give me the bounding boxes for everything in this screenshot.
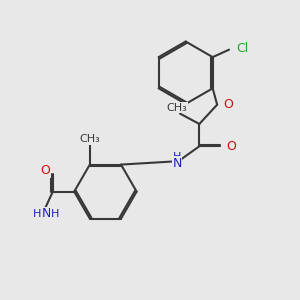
Text: O: O <box>224 98 234 111</box>
Text: CH₃: CH₃ <box>80 134 100 144</box>
Text: CH₃: CH₃ <box>167 103 188 112</box>
Text: H: H <box>33 209 41 219</box>
Text: Cl: Cl <box>236 42 249 55</box>
Text: O: O <box>40 164 50 177</box>
Text: N: N <box>42 207 51 220</box>
Text: H: H <box>173 152 181 162</box>
Text: N: N <box>172 157 182 170</box>
Text: H: H <box>51 209 59 219</box>
Text: O: O <box>227 140 236 153</box>
